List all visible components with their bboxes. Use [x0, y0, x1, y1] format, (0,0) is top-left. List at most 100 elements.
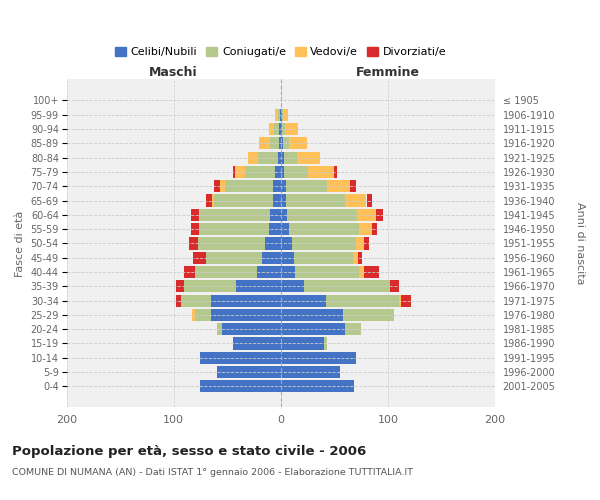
- Bar: [281, 266, 295, 278]
- Bar: [235, 166, 245, 178]
- Bar: [181, 294, 211, 306]
- Bar: [308, 166, 334, 178]
- Bar: [184, 266, 195, 278]
- Bar: [211, 294, 281, 306]
- Bar: [304, 280, 390, 292]
- Bar: [245, 166, 275, 178]
- Bar: [193, 252, 206, 264]
- Bar: [398, 294, 401, 306]
- Bar: [282, 123, 285, 135]
- Y-axis label: Anni di nascita: Anni di nascita: [575, 202, 585, 284]
- Bar: [195, 309, 211, 321]
- Bar: [225, 180, 274, 192]
- Bar: [326, 294, 398, 306]
- Bar: [269, 223, 281, 235]
- Bar: [191, 223, 199, 235]
- Bar: [270, 138, 278, 149]
- Bar: [281, 180, 286, 192]
- Bar: [281, 294, 326, 306]
- Bar: [206, 252, 262, 264]
- Bar: [281, 323, 345, 336]
- Bar: [281, 209, 287, 221]
- Bar: [212, 194, 214, 206]
- Bar: [345, 323, 361, 336]
- Bar: [233, 338, 281, 349]
- Bar: [401, 294, 412, 306]
- Bar: [356, 238, 364, 250]
- Bar: [280, 108, 281, 121]
- Bar: [281, 338, 323, 349]
- Bar: [214, 194, 274, 206]
- Bar: [274, 180, 281, 192]
- Bar: [284, 152, 297, 164]
- Bar: [257, 266, 281, 278]
- Bar: [270, 209, 281, 221]
- Bar: [327, 180, 350, 192]
- Bar: [390, 280, 398, 292]
- Bar: [343, 309, 394, 321]
- Text: Popolazione per età, sesso e stato civile - 2006: Popolazione per età, sesso e stato civil…: [12, 445, 366, 458]
- Bar: [217, 366, 281, 378]
- Bar: [222, 323, 281, 336]
- Bar: [350, 180, 356, 192]
- Bar: [359, 266, 364, 278]
- Bar: [283, 108, 289, 121]
- Bar: [281, 138, 283, 149]
- Bar: [184, 280, 236, 292]
- Bar: [282, 108, 283, 121]
- Bar: [259, 138, 270, 149]
- Bar: [281, 108, 282, 121]
- Bar: [199, 223, 269, 235]
- Bar: [199, 238, 265, 250]
- Bar: [281, 352, 356, 364]
- Bar: [211, 309, 281, 321]
- Bar: [285, 123, 298, 135]
- Bar: [293, 252, 353, 264]
- Bar: [278, 152, 281, 164]
- Bar: [206, 194, 212, 206]
- Y-axis label: Fasce di età: Fasce di età: [15, 210, 25, 276]
- Bar: [287, 209, 357, 221]
- Bar: [214, 180, 220, 192]
- Bar: [323, 338, 327, 349]
- Bar: [262, 252, 281, 264]
- Bar: [275, 108, 278, 121]
- Bar: [281, 123, 282, 135]
- Bar: [275, 166, 281, 178]
- Bar: [236, 280, 281, 292]
- Bar: [248, 152, 259, 164]
- Bar: [191, 209, 199, 221]
- Bar: [176, 294, 181, 306]
- Bar: [357, 209, 376, 221]
- Bar: [281, 380, 353, 392]
- Bar: [274, 194, 281, 206]
- Bar: [289, 223, 359, 235]
- Bar: [200, 352, 281, 364]
- Bar: [233, 166, 235, 178]
- Bar: [192, 309, 195, 321]
- Bar: [281, 252, 293, 264]
- Bar: [281, 223, 289, 235]
- Bar: [220, 180, 225, 192]
- Bar: [281, 152, 284, 164]
- Bar: [372, 223, 377, 235]
- Text: Maschi: Maschi: [149, 66, 198, 79]
- Bar: [281, 366, 340, 378]
- Text: Femmine: Femmine: [356, 66, 420, 79]
- Bar: [265, 238, 281, 250]
- Bar: [359, 223, 372, 235]
- Bar: [176, 280, 184, 292]
- Bar: [297, 152, 320, 164]
- Bar: [283, 138, 289, 149]
- Bar: [281, 166, 284, 178]
- Text: COMUNE DI NUMANA (AN) - Dati ISTAT 1° gennaio 2006 - Elaborazione TUTTITALIA.IT: COMUNE DI NUMANA (AN) - Dati ISTAT 1° ge…: [12, 468, 413, 477]
- Bar: [217, 323, 222, 336]
- Bar: [269, 123, 274, 135]
- Bar: [295, 266, 359, 278]
- Bar: [281, 309, 343, 321]
- Bar: [286, 180, 327, 192]
- Bar: [274, 123, 278, 135]
- Bar: [358, 252, 362, 264]
- Bar: [284, 166, 308, 178]
- Bar: [289, 138, 307, 149]
